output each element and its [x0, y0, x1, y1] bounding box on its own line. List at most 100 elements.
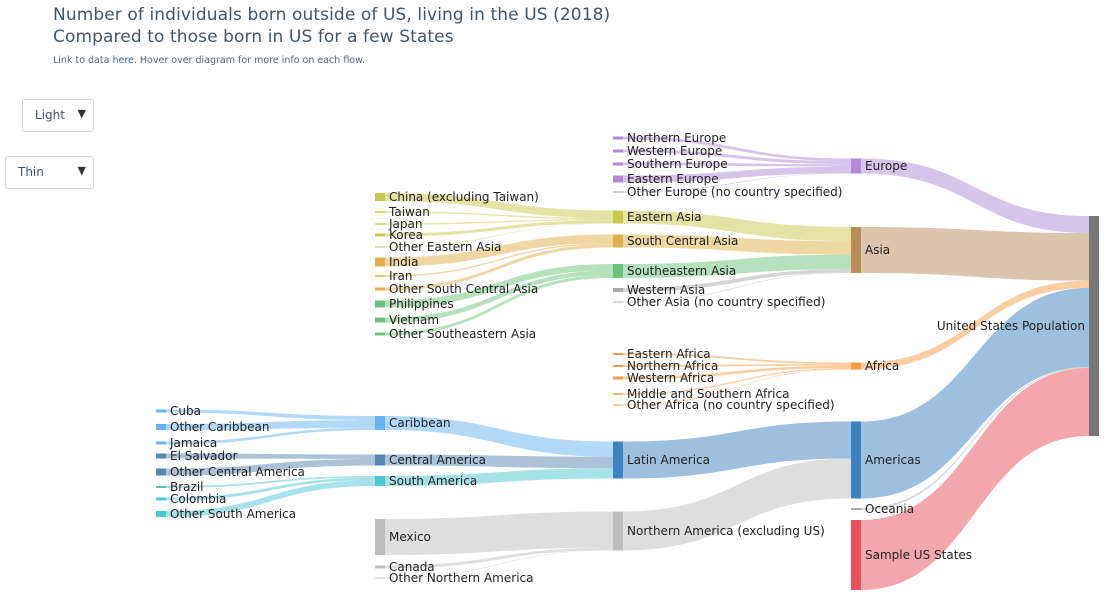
flow-southern_europe-to-europe[interactable] [623, 162, 851, 167]
flow-iran-to-south_central_asia[interactable] [385, 243, 613, 277]
flow-europe-to-us_population[interactable] [861, 158, 1089, 233]
flow-other_sc_asia-to-south_central_asia[interactable] [385, 244, 613, 291]
flow-other_eastern_asia-to-eastern_asia[interactable] [385, 223, 613, 248]
node-other_sc_asia[interactable] [375, 287, 385, 291]
node-philippines[interactable] [375, 300, 385, 308]
node-canada[interactable] [375, 565, 385, 569]
node-western_asia[interactable] [613, 288, 623, 292]
flow-southeastern_asia-to-asia[interactable] [623, 254, 851, 278]
flow-other_africa-to-africa[interactable] [623, 369, 851, 406]
flow-china-to-eastern_asia[interactable] [385, 193, 613, 218]
flow-korea-to-eastern_asia[interactable] [385, 220, 613, 237]
node-cuba[interactable] [156, 409, 166, 413]
node-caribbean[interactable] [375, 416, 385, 430]
node-western_europe[interactable] [613, 149, 623, 153]
flow-india-to-south_central_asia[interactable] [385, 234, 613, 267]
node-india[interactable] [375, 257, 385, 267]
flow-other_caribbean-to-caribbean[interactable] [166, 420, 375, 430]
node-northern_africa[interactable] [613, 365, 623, 367]
node-mexico[interactable] [375, 519, 385, 555]
flow-northern_america-to-americas[interactable] [623, 458, 851, 551]
flow-japan-to-eastern_asia[interactable] [385, 219, 613, 225]
flow-western_asia-to-asia[interactable] [623, 269, 851, 292]
node-northern_europe[interactable] [613, 136, 623, 140]
node-other_asia[interactable] [613, 301, 623, 303]
node-other_europe[interactable] [613, 191, 623, 193]
node-sample_us_states[interactable] [851, 520, 861, 590]
node-south_central_asia[interactable] [613, 234, 623, 248]
flow-colombia-to-south_america[interactable] [166, 477, 375, 501]
flow-middle_southern_africa-to-africa[interactable] [623, 368, 851, 395]
flow-eastern_africa-to-africa[interactable] [623, 353, 851, 365]
node-eastern_africa[interactable] [613, 353, 623, 355]
node-china[interactable] [375, 193, 385, 201]
flow-south_central_asia-to-asia[interactable] [623, 234, 851, 255]
flow-other_central-to-central_america[interactable] [166, 458, 375, 476]
node-asia[interactable] [851, 227, 861, 273]
flow-canada-to-northern_america[interactable] [385, 547, 613, 569]
flow-oceania-to-us_population[interactable] [861, 367, 1089, 510]
node-other_se_asia[interactable] [375, 332, 385, 336]
node-middle_southern_africa[interactable] [613, 393, 623, 395]
node-iran[interactable] [375, 275, 385, 277]
flow-vietnam-to-southeastern_asia[interactable] [385, 270, 613, 323]
line-width-select[interactable]: Thin ▼ [5, 156, 94, 189]
flow-northern_africa-to-africa[interactable] [623, 364, 851, 367]
node-eastern_asia[interactable] [613, 210, 623, 224]
node-latin_america[interactable] [613, 441, 623, 479]
node-other_caribbean[interactable] [156, 424, 166, 430]
flow-other_se_asia-to-southeastern_asia[interactable] [385, 274, 613, 336]
flow-eastern_asia-to-asia[interactable] [623, 210, 851, 242]
flow-south_america-to-latin_america[interactable] [385, 468, 613, 486]
flow-other_south-to-south_america[interactable] [166, 480, 375, 517]
theme-select[interactable]: Light ▼ [22, 99, 94, 132]
flow-caribbean-to-latin_america[interactable] [385, 416, 613, 457]
node-other_central[interactable] [156, 468, 166, 476]
flow-el_salvador-to-central_america[interactable] [166, 453, 375, 459]
node-southeastern_asia[interactable] [613, 264, 623, 278]
node-western_africa[interactable] [613, 376, 623, 380]
node-eastern_europe[interactable] [613, 175, 623, 183]
node-colombia[interactable] [156, 497, 166, 501]
node-oceania[interactable] [851, 508, 861, 510]
node-us_population[interactable] [1089, 216, 1099, 436]
flow-other_europe-to-europe[interactable] [623, 173, 851, 193]
flow-eastern_europe-to-europe[interactable] [623, 166, 851, 183]
node-japan[interactable] [375, 223, 385, 225]
node-europe[interactable] [851, 158, 861, 174]
node-northern_america[interactable] [613, 511, 623, 551]
flow-mexico-to-northern_america[interactable] [385, 511, 613, 556]
node-africa[interactable] [851, 362, 861, 370]
node-south_america[interactable] [375, 476, 385, 486]
flow-americas-to-us_population[interactable] [861, 287, 1089, 499]
node-brazil[interactable] [156, 486, 166, 488]
flow-other_asia-to-asia[interactable] [623, 272, 851, 303]
node-other_northern_america[interactable] [375, 577, 385, 579]
flow-western_africa-to-africa[interactable] [623, 365, 851, 380]
flow-philippines-to-southeastern_asia[interactable] [385, 264, 613, 308]
node-other_africa[interactable] [613, 404, 623, 406]
node-other_eastern_asia[interactable] [375, 246, 385, 248]
flow-taiwan-to-eastern_asia[interactable] [385, 211, 613, 220]
flow-central_america-to-latin_america[interactable] [385, 454, 613, 469]
flow-latin_america-to-americas[interactable] [623, 421, 851, 479]
node-central_america[interactable] [375, 454, 385, 466]
flow-asia-to-us_population[interactable] [861, 227, 1089, 281]
flow-africa-to-us_population[interactable] [861, 280, 1089, 370]
data-link[interactable]: here [112, 55, 134, 66]
node-jamaica[interactable] [156, 441, 166, 445]
flow-sample_us_states-to-us_population[interactable] [861, 368, 1089, 590]
node-el_salvador[interactable] [156, 453, 166, 459]
node-korea[interactable] [375, 233, 385, 237]
flow-cuba-to-caribbean[interactable] [166, 409, 375, 421]
flow-jamaica-to-caribbean[interactable] [166, 427, 375, 445]
node-taiwan[interactable] [375, 211, 385, 213]
node-southern_europe[interactable] [613, 162, 623, 166]
flow-brazil-to-south_america[interactable] [166, 476, 375, 488]
flow-western_europe-to-europe[interactable] [623, 149, 851, 165]
node-vietnam[interactable] [375, 317, 385, 323]
node-americas[interactable] [851, 421, 861, 499]
node-other_south[interactable] [156, 511, 166, 517]
flow-other_northern_america-to-northern_america[interactable] [385, 550, 613, 579]
flow-northern_europe-to-europe[interactable] [623, 136, 851, 162]
